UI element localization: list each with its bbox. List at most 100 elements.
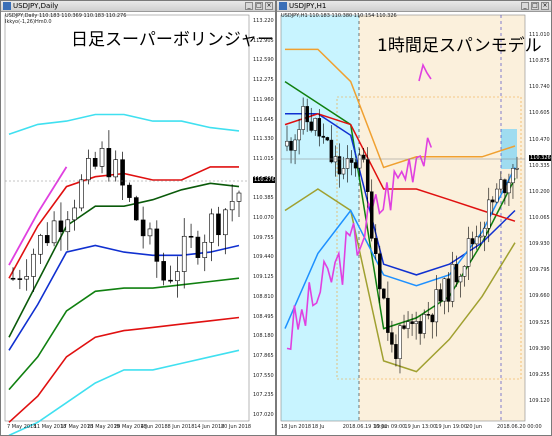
candle-body bbox=[487, 199, 491, 229]
candle-body bbox=[511, 168, 515, 184]
x-tick-label: 18 Ju bbox=[311, 424, 325, 430]
candle-body bbox=[470, 238, 475, 245]
candle-body bbox=[10, 277, 16, 280]
candle-body bbox=[503, 179, 507, 194]
candle-body bbox=[430, 314, 435, 323]
chart-window-icon bbox=[3, 2, 11, 10]
y-tick-label: 111.960 bbox=[253, 96, 274, 103]
candle-body bbox=[58, 220, 64, 233]
close-button[interactable]: × bbox=[541, 2, 549, 10]
candle-body bbox=[398, 325, 402, 359]
hourly-chart-heading: 1時間足スパンモデル bbox=[377, 36, 542, 56]
hourly-chart-plot[interactable] bbox=[277, 1, 552, 436]
candle-body bbox=[285, 140, 289, 147]
candle-body bbox=[491, 199, 495, 203]
candle-body bbox=[301, 106, 305, 130]
candle-body bbox=[154, 228, 160, 262]
candle-body bbox=[466, 238, 471, 267]
candle-body bbox=[418, 321, 422, 334]
y-tick-label: 111.330 bbox=[253, 136, 274, 143]
hourly-current-price: 110.326 bbox=[529, 155, 551, 161]
candle-body bbox=[65, 219, 71, 233]
candle-body bbox=[133, 197, 139, 221]
candle-body bbox=[17, 278, 23, 280]
candle-body bbox=[369, 191, 374, 239]
candle-body bbox=[454, 264, 459, 283]
upper-1sigma-line bbox=[8, 182, 240, 338]
span-a-line bbox=[284, 80, 516, 330]
candle-body bbox=[51, 220, 57, 244]
candle-body bbox=[113, 159, 119, 178]
candle-body bbox=[495, 188, 499, 203]
y-tick-label: 109.930 bbox=[529, 241, 550, 248]
candle-body bbox=[353, 162, 358, 169]
y-tick-label: 109.390 bbox=[529, 345, 550, 352]
minimize-button[interactable]: _ bbox=[521, 2, 529, 10]
maximize-button[interactable]: □ bbox=[531, 2, 539, 10]
daily-info-line: USDJPY,Daily 110.183 110.369 110.183 110… bbox=[5, 13, 127, 19]
y-tick-label: 109.660 bbox=[529, 293, 550, 300]
candle-body bbox=[361, 154, 366, 160]
candle-body bbox=[386, 297, 390, 333]
y-tick-label: 107.020 bbox=[253, 412, 274, 418]
candle-body bbox=[357, 154, 362, 169]
daily-chart-plot[interactable] bbox=[1, 1, 276, 436]
y-tick-label: 112.905 bbox=[253, 37, 274, 44]
daily-indicator-line: Ikkyo(-1,26)Hm0.0 bbox=[5, 19, 52, 25]
candle-body bbox=[325, 137, 330, 141]
y-tick-label: 109.525 bbox=[529, 319, 550, 326]
candle-body bbox=[236, 192, 242, 202]
maximize-button[interactable]: □ bbox=[255, 2, 263, 10]
candle-body bbox=[406, 321, 410, 329]
close-button[interactable]: × bbox=[265, 2, 273, 10]
candle-body bbox=[438, 289, 443, 302]
y-tick-label: 107.235 bbox=[253, 392, 274, 399]
candle-body bbox=[507, 182, 511, 194]
y-tick-label: 107.550 bbox=[253, 372, 274, 379]
y-tick-label: 112.590 bbox=[253, 57, 274, 64]
y-tick-label: 110.385 bbox=[253, 195, 274, 202]
daily-current-price: 110.276 bbox=[253, 177, 275, 183]
y-tick-label: 109.125 bbox=[253, 274, 274, 281]
candle-body bbox=[482, 227, 487, 237]
plot-frame bbox=[4, 14, 250, 422]
middle-band-line bbox=[8, 244, 240, 351]
candle-body bbox=[99, 148, 105, 167]
candle-body bbox=[305, 106, 309, 123]
lower-1sigma-line bbox=[8, 277, 240, 391]
daily-chart-titlebar[interactable]: USDJPY,Daily _ □ × bbox=[1, 1, 275, 12]
candle-body bbox=[309, 121, 313, 131]
y-tick-label: 108.180 bbox=[253, 333, 274, 340]
upper-3sigma-line bbox=[8, 113, 240, 135]
lagging-span-line bbox=[286, 137, 433, 351]
lower-2sigma-line bbox=[8, 316, 240, 423]
candle-body bbox=[390, 332, 394, 345]
candle-body bbox=[229, 201, 235, 211]
y-tick-label: 109.795 bbox=[529, 267, 550, 274]
y-tick-label: 108.810 bbox=[253, 293, 274, 300]
y-tick-label: 108.495 bbox=[253, 313, 274, 320]
candle-body bbox=[374, 238, 378, 255]
y-tick-label: 109.440 bbox=[253, 254, 274, 261]
hourly-chart-titlebar[interactable]: USDJPY,H1 _ □ × bbox=[277, 1, 551, 12]
y-tick-label: 109.255 bbox=[529, 371, 550, 378]
x-tick-label: 19 Jun 09:00 bbox=[373, 424, 406, 430]
candle-body bbox=[426, 314, 430, 316]
y-tick-label: 110.470 bbox=[529, 136, 550, 143]
candle-body bbox=[337, 156, 342, 175]
y-tick-label: 110.740 bbox=[529, 84, 550, 91]
candle-body bbox=[72, 207, 77, 221]
hourly-chart-title: USDJPY,H1 bbox=[289, 2, 327, 10]
x-tick-label: 7 May 2018 bbox=[7, 424, 37, 430]
x-tick-label: 8 Jun 2018 bbox=[167, 424, 195, 430]
daily-chart-window[interactable]: USDJPY,Daily _ □ × USDJPY,Daily 110.183 … bbox=[0, 0, 276, 436]
x-tick-label: 19 Jun 19:00 bbox=[435, 424, 468, 430]
candle-body bbox=[450, 264, 455, 302]
candle-body bbox=[147, 228, 153, 237]
y-tick-label: 113.220 bbox=[253, 18, 274, 24]
hourly-chart-window[interactable]: USDJPY,H1 _ □ × USDJPY,H1 110.183 110.38… bbox=[276, 0, 552, 436]
upper-band-line bbox=[285, 48, 516, 169]
minimize-button[interactable]: _ bbox=[245, 2, 253, 10]
candle-body bbox=[446, 278, 451, 302]
candle-body bbox=[140, 219, 146, 237]
